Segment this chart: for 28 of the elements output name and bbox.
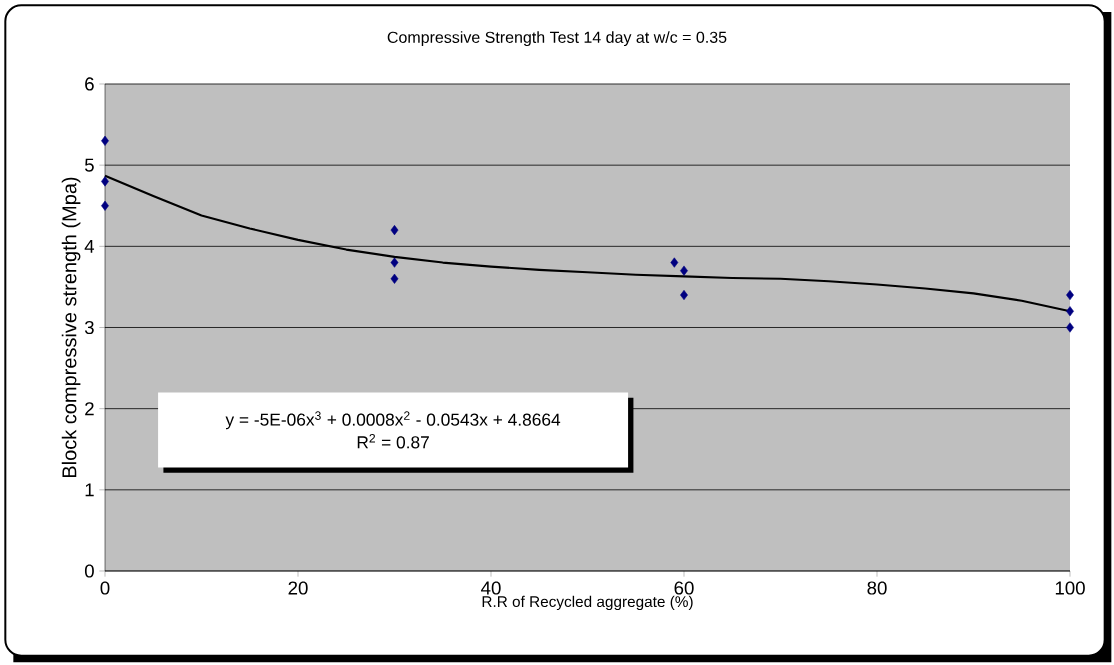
y-tick-label: 3 [84, 320, 94, 335]
point [1066, 322, 1074, 333]
y-tick-label: 5 [84, 158, 94, 172]
point [101, 176, 109, 187]
x-tick-label: 20 [288, 581, 308, 595]
annotation: y = -5E-06x$^{3}$ + 0.0008x$^{2}$ - 0.0543x + 4.8664 [225, 411, 561, 430]
x-tick-label: 80 [867, 581, 887, 595]
y-tick-label: 0 [84, 564, 94, 578]
point [101, 135, 109, 146]
point [390, 257, 399, 268]
x-tick-label: 40 [481, 581, 501, 595]
point [390, 273, 399, 284]
x-tick-label: 100 [1055, 581, 1085, 595]
y-tick-label: 1 [85, 483, 94, 497]
x-axis-title: R.R of Recycled aggregate (%) [482, 595, 693, 611]
point [680, 265, 688, 276]
point [101, 200, 109, 211]
point [670, 257, 679, 268]
x-tick-label: 0 [100, 581, 110, 595]
point [390, 225, 399, 236]
annotation: R$^{2}$ = 0.87 [357, 434, 429, 449]
y-tick-label: 4 [84, 239, 95, 253]
x-tick-label: 60 [674, 581, 694, 595]
y-axis-title: Block compressive strength (Mpa) [61, 177, 81, 478]
point [1066, 306, 1074, 317]
y-tick-label: 6 [85, 77, 94, 91]
y-tick-label: 2 [85, 402, 94, 416]
chart-title: Compressive Strength Test 14 day at w/c = 0.35 [387, 31, 727, 47]
